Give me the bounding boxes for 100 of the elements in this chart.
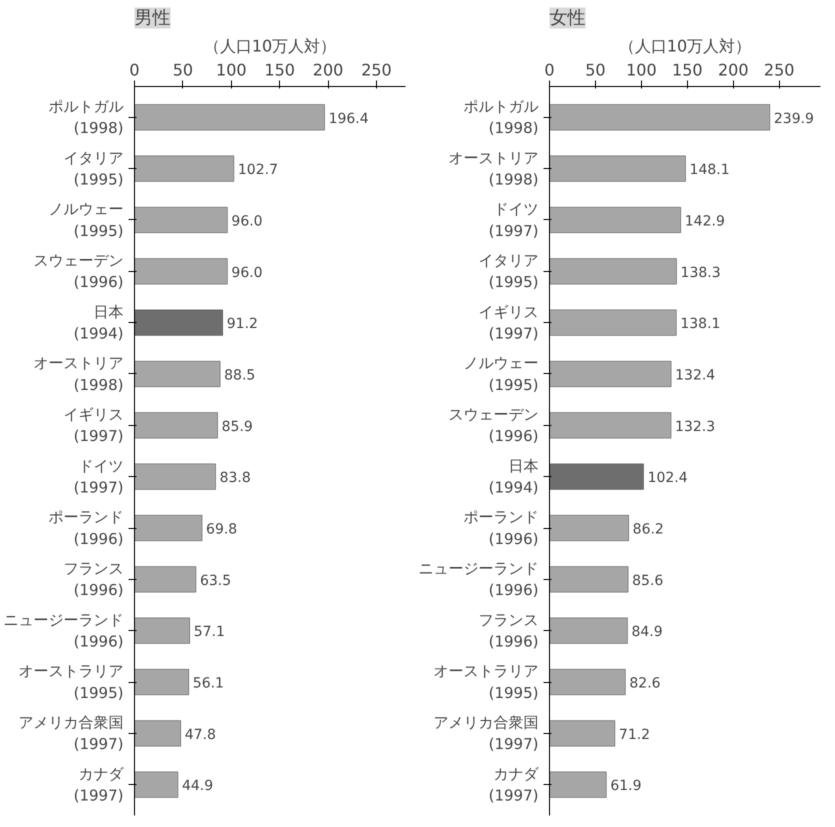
bar [134,668,190,696]
bar [134,412,218,438]
y-tick-label: イタリア (1995) [478,252,539,292]
data-label: 88.5 [224,367,256,384]
y-tick-label: イギリス (1997) [64,406,124,446]
x-tick-label: 50 [585,60,606,80]
bar [134,720,182,746]
bar [550,412,672,438]
x-tick-label: 250 [361,60,392,80]
data-label: 142.9 [684,213,725,230]
data-label: 96.0 [231,264,263,281]
chart-title: 男性 [134,8,170,28]
y-tick-label: ドイツ (1997) [74,456,124,496]
y-tick-label: 日本 (1994) [488,456,539,496]
bar [550,104,770,130]
data-label: 86.2 [632,522,664,538]
y-tick-label: オーストラリア (1995) [18,662,124,702]
y-tick-label: オーストリア (1998) [34,354,124,394]
data-label: 196.4 [328,110,369,127]
data-label: 82.6 [629,676,661,692]
bar [134,206,228,234]
data-label: 239.9 [774,110,814,127]
bar [550,566,628,592]
data-label: 61.9 [610,778,642,794]
y-tick-label: アメリカ合衆国 (1997) [18,714,124,754]
data-label: 132.3 [675,418,716,435]
bar [550,310,677,336]
x-tick-label: 250 [764,60,794,80]
data-label: 83.8 [220,470,251,486]
bar [550,720,616,746]
data-label: 132.4 [675,367,716,384]
x-tick-label: 100 [626,60,657,80]
bar [550,360,672,388]
x-tick-label: 0 [129,60,140,80]
y-tick-label: ポルトガル (1998) [48,98,124,138]
bar [550,618,628,644]
y-tick-label: オーストラリア (1995) [434,662,539,702]
bar [550,156,686,182]
y-tick-label: フランス (1996) [478,610,539,650]
data-label: 69.8 [206,522,238,538]
data-label: 85.6 [632,572,664,589]
data-label: 148.1 [690,162,730,178]
y-tick-label: ポルトガル (1998) [464,98,539,138]
x-tick-label: 150 [264,60,295,80]
data-label: 63.5 [200,572,232,589]
y-tick-label: ニュージーランド (1996) [4,610,124,650]
bar [134,514,202,542]
data-label: 47.8 [184,726,216,743]
bar [134,360,220,388]
x-tick-label: 50 [172,60,194,80]
bar [134,618,190,644]
data-label: 91.2 [226,316,258,332]
data-label: 138.1 [680,316,720,332]
bar [134,258,228,284]
bar [134,566,196,592]
data-label: 57.1 [194,624,225,640]
data-label: 84.9 [631,624,663,640]
bar [550,206,682,234]
bar [550,668,626,696]
y-tick-label: ポーランド (1996) [48,508,124,548]
data-label: 102.7 [238,162,278,178]
y-tick-label: ポーランド (1996) [464,508,539,548]
bar [134,104,325,130]
y-tick-label: ドイツ (1997) [488,200,539,240]
y-tick-label: ノルウェー (1995) [464,354,539,394]
bar [134,310,224,336]
y-tick-label: イギリス (1997) [478,302,539,342]
x-tick-label: 0 [544,60,555,80]
y-tick-label: カナダ (1997) [74,764,124,804]
bar [134,464,216,490]
data-label: 56.1 [192,676,224,692]
y-tick-label: 日本 (1994) [74,302,124,342]
bar [550,772,607,798]
data-label: 96.0 [231,213,263,230]
y-tick-label: スウェーデン (1996) [448,406,539,446]
y-tick-label: イタリア (1995) [64,148,124,188]
data-label: 102.4 [648,470,688,486]
y-tick-label: フランス (1996) [64,560,124,600]
bar [550,464,644,490]
x-tick-label: 200 [312,60,344,80]
data-label: 71.2 [618,726,650,743]
data-label: 138.3 [680,264,721,281]
y-tick-label: ノルウェー (1995) [48,200,124,240]
bar [550,258,677,284]
bar [134,772,178,798]
chart-title: 女性 [550,8,586,28]
bar [550,514,629,542]
x-axis-title: （人口10万人対） [618,36,752,56]
y-tick-label: オーストリア (1998) [448,148,539,188]
x-tick-label: 200 [718,60,749,80]
x-tick-label: 100 [216,60,247,80]
y-tick-label: ニュージーランド (1996) [418,560,539,600]
x-axis-title: （人口10万人対） [204,36,336,56]
y-tick-label: アメリカ合衆国 (1997) [434,714,539,754]
x-tick-label: 150 [672,60,703,80]
y-tick-label: カナダ (1997) [488,764,540,804]
bar [134,156,234,182]
y-tick-label: スウェーデン (1996) [34,252,124,292]
data-label: 85.9 [222,418,253,435]
data-label: 44.9 [182,778,214,794]
